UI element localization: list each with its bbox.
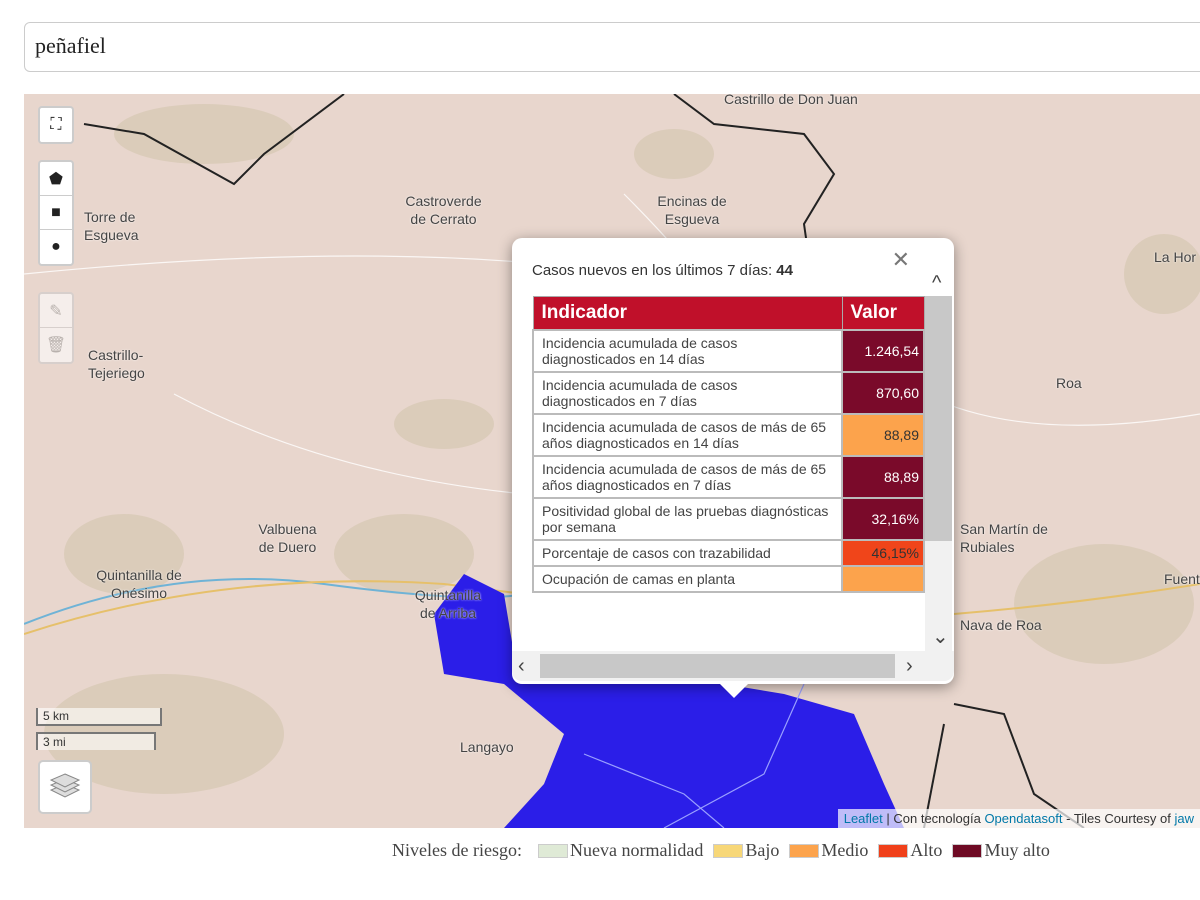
draw-circle-button[interactable]: ● bbox=[51, 238, 61, 255]
place-label: La Hor bbox=[1154, 249, 1197, 265]
indicator-value: 88,89 bbox=[841, 412, 925, 457]
scroll-thumb[interactable] bbox=[925, 296, 952, 541]
indicator-label: Incidencia acumulada de casos diagnostic… bbox=[532, 370, 843, 415]
scale-metric: 5 km bbox=[36, 708, 162, 726]
new-cases-count: 44 bbox=[776, 262, 793, 279]
legend-label: Bajo bbox=[745, 840, 780, 860]
leaflet-link[interactable]: Leaflet bbox=[843, 811, 883, 826]
legend-swatch bbox=[878, 843, 909, 858]
legend-swatch bbox=[789, 843, 820, 858]
map[interactable]: Castrillo de Don Juan Castroverde de Cer… bbox=[24, 94, 1200, 828]
place-label: Langayo bbox=[460, 739, 514, 755]
legend-label: Alto bbox=[910, 840, 943, 860]
map-tiles bbox=[24, 94, 1200, 828]
vertical-scrollbar[interactable] bbox=[925, 296, 952, 651]
table-row: Incidencia acumulada de casos de más de … bbox=[532, 454, 925, 499]
legend-swatch bbox=[952, 843, 983, 858]
table-row: Porcentaje de casos con trazabilidad 46,1… bbox=[532, 538, 925, 567]
indicator-value: 46,15% bbox=[841, 538, 925, 567]
table-row: Incidencia acumulada de casos diagnostic… bbox=[532, 370, 925, 415]
scroll-right-icon[interactable]: › bbox=[906, 655, 913, 677]
layers-icon bbox=[49, 773, 81, 798]
scroll-up-icon[interactable]: ^ bbox=[932, 272, 942, 294]
legend-title: Niveles de riesgo: bbox=[392, 840, 522, 860]
place-label: Quintanilla de Onésimo bbox=[96, 567, 182, 601]
risk-legend: Niveles de riesgo: Nueva normalidad Bajo M… bbox=[392, 840, 1050, 861]
indicator-table-wrap: Indicador Valor Incidencia acumulada de c… bbox=[532, 296, 925, 651]
indicator-value: 1.246,54 bbox=[841, 328, 925, 373]
place-label: Fuent bbox=[1164, 571, 1200, 587]
trash-icon[interactable]: 🗑 bbox=[45, 337, 67, 354]
indicator-label: Positividad global de las pruebas diagnó… bbox=[532, 496, 843, 541]
attribution-text: - Tiles Courtesy of bbox=[1062, 811, 1175, 826]
legend-swatch bbox=[713, 843, 744, 858]
legend-label: Nueva normalidad bbox=[569, 840, 704, 860]
indicator-value: 870,60 bbox=[841, 370, 925, 415]
horizontal-scrollbar[interactable]: ‹ › bbox=[512, 651, 954, 681]
header-value: Valor bbox=[841, 296, 925, 330]
place-label: Castroverde de Cerrato bbox=[405, 193, 482, 227]
indicator-label: Incidencia acumulada de casos diagnostic… bbox=[532, 328, 843, 373]
legend-label: Medio bbox=[821, 840, 869, 860]
place-label: Torre de Esgueva bbox=[84, 209, 139, 243]
indicator-label: Incidencia acumulada de casos de más de … bbox=[532, 412, 843, 457]
fullscreen-icon: ⛶ bbox=[50, 116, 62, 133]
scroll-left-icon[interactable]: ‹ bbox=[518, 655, 525, 677]
place-label: Roa bbox=[1056, 375, 1082, 391]
table-row: Ocupación de camas en planta bbox=[532, 564, 925, 593]
tiles-link[interactable]: jaw bbox=[1174, 811, 1194, 826]
close-icon[interactable]: ✕ bbox=[891, 247, 910, 272]
indicator-value: 32,16% bbox=[841, 496, 925, 541]
layers-button[interactable] bbox=[38, 760, 92, 814]
place-label: Castrillo-Tejeriego bbox=[88, 347, 145, 381]
place-label: Quintanilla de Arriba bbox=[414, 587, 482, 621]
table-row: Positividad global de las pruebas diagnó… bbox=[532, 496, 925, 541]
indicator-value: 88,89 bbox=[841, 454, 925, 499]
indicator-label: Porcentaje de casos con trazabilidad bbox=[532, 538, 843, 567]
place-label: Castrillo de Don Juan bbox=[724, 94, 858, 107]
popup-title-text: Casos nuevos en los últimos 7 días: bbox=[532, 262, 777, 279]
place-label: San Martín de Rubiales bbox=[960, 521, 1048, 555]
fullscreen-button[interactable]: ⛶ bbox=[38, 106, 74, 144]
header-indicator: Indicador bbox=[532, 296, 843, 330]
scale-imperial: 3 mi bbox=[36, 732, 156, 750]
place-label: Valbuena de Duero bbox=[258, 521, 317, 555]
popup-title: Casos nuevos en los últimos 7 días: 44 bbox=[532, 262, 793, 279]
indicator-value bbox=[841, 564, 925, 593]
search-input[interactable]: peñafiel bbox=[24, 22, 1200, 72]
place-label: Nava de Roa bbox=[960, 617, 1042, 633]
info-popup: Casos nuevos en los últimos 7 días: 44 ✕… bbox=[512, 238, 954, 698]
indicator-label: Ocupación de camas en planta bbox=[532, 564, 843, 593]
table-row: Incidencia acumulada de casos diagnostic… bbox=[532, 328, 925, 373]
opendatasoft-link[interactable]: Opendatasoft bbox=[984, 811, 1063, 826]
attribution: Leaflet | Con tecnología Opendatasoft - … bbox=[837, 809, 1200, 828]
scroll-down-icon[interactable]: ⌄ bbox=[932, 626, 949, 648]
legend-swatch bbox=[537, 843, 568, 858]
scroll-thumb[interactable] bbox=[540, 654, 895, 678]
edit-icon[interactable]: ✎ bbox=[40, 294, 72, 328]
legend-label: Muy alto bbox=[984, 840, 1050, 860]
draw-polygon-button[interactable]: ⬟ bbox=[40, 162, 72, 196]
attribution-text: | Con tecnología bbox=[882, 811, 985, 826]
table-row: Incidencia acumulada de casos de más de … bbox=[532, 412, 925, 457]
draw-rectangle-button[interactable]: ■ bbox=[40, 196, 72, 230]
selected-municipality bbox=[434, 574, 904, 828]
indicator-label: Incidencia acumulada de casos de más de … bbox=[532, 454, 843, 499]
place-label: Encinas de Esgueva bbox=[657, 193, 727, 227]
indicator-table: Indicador Valor Incidencia acumulada de c… bbox=[532, 296, 925, 593]
